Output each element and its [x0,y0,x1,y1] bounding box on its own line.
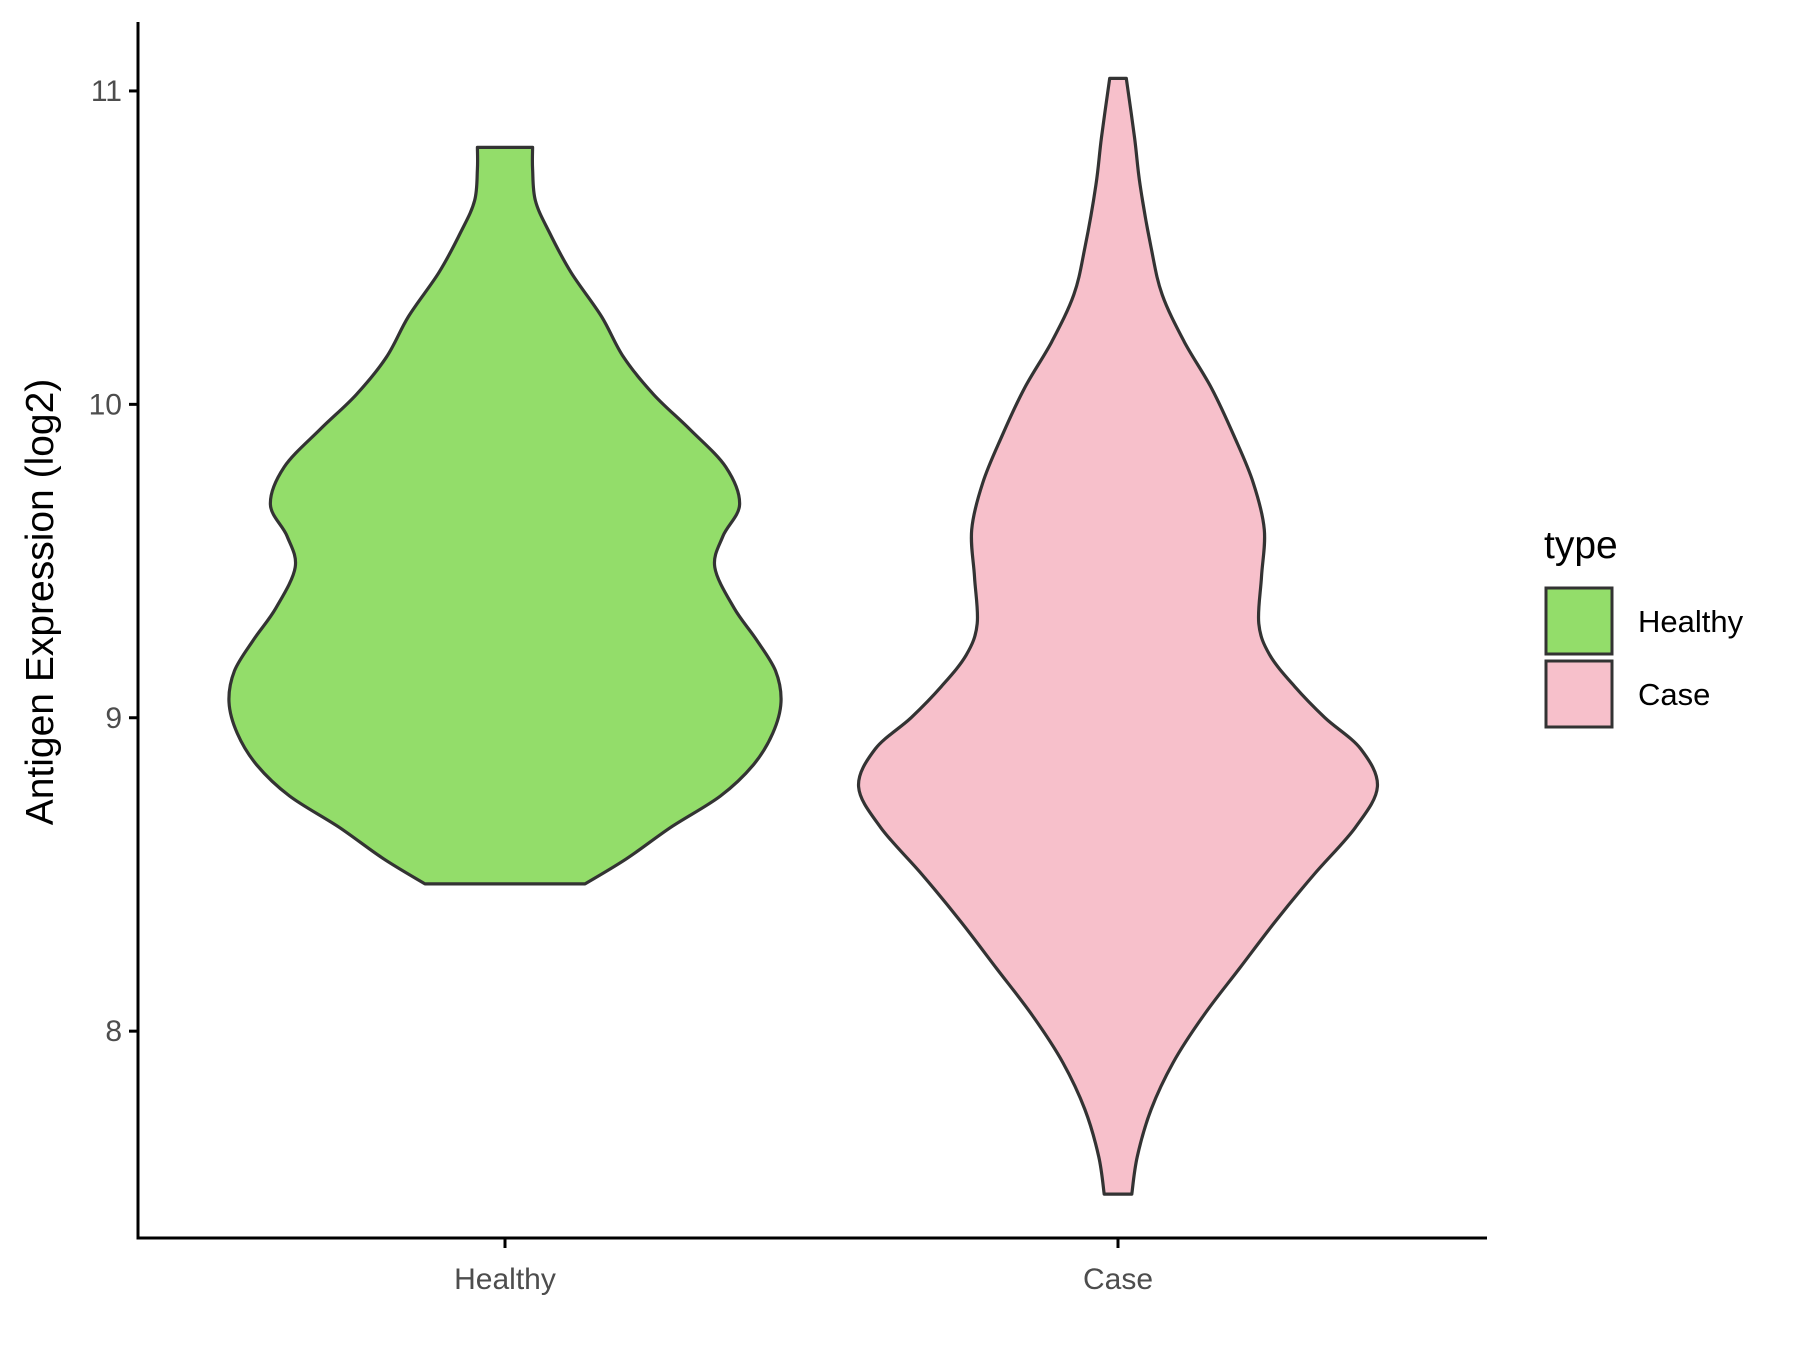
legend-label-healthy: Healthy [1638,604,1744,639]
legend-label-case: Case [1638,677,1710,712]
legend-swatch-healthy [1544,586,1614,656]
y-tick-label: 8 [105,1015,122,1048]
legend-title: type [1544,524,1618,567]
x-tick-label: Healthy [454,1263,556,1296]
y-axis-title: Antigen Expression (log2) [19,379,62,826]
y-tick-label: 11 [91,75,122,108]
y-tick-label: 9 [105,702,122,735]
legend-swatch-case [1544,659,1614,729]
legend: type Healthy Case [1544,524,1744,729]
y-tick-label: 10 [89,388,122,421]
x-tick-label: Case [1083,1263,1153,1296]
violins-layer [227,76,1380,1196]
violin-case [856,76,1380,1196]
axes-layer: 8 9 10 11 Healthy Case Antigen Expression (log… [19,22,1487,1296]
violin-healthy [227,145,783,886]
